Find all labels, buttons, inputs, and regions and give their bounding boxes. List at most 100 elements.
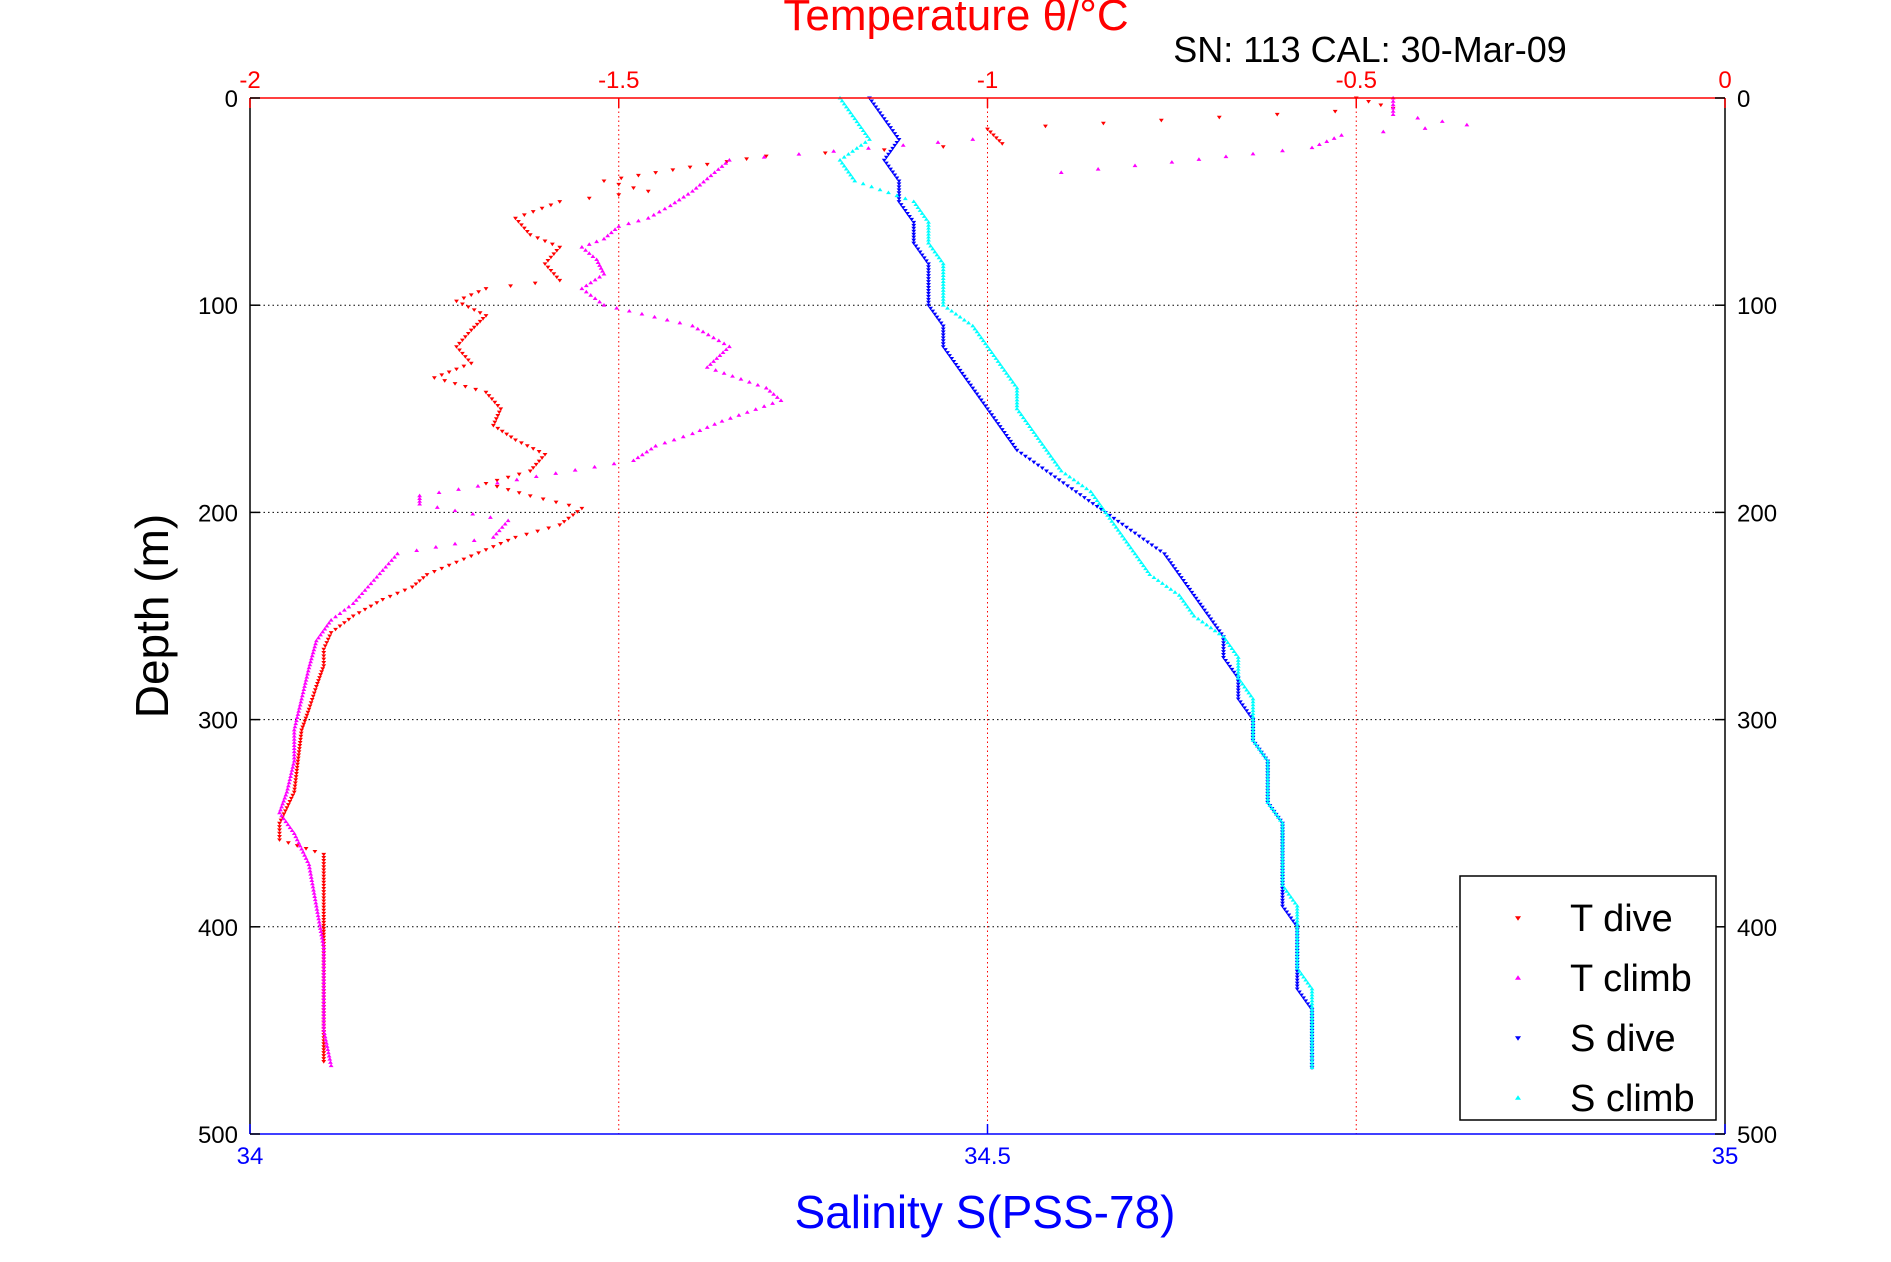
- data-point: [858, 125, 864, 130]
- data-point: [322, 1031, 327, 1036]
- data-point: [1235, 694, 1241, 699]
- data-point: [662, 206, 668, 211]
- data-point: [1151, 575, 1157, 579]
- data-point: [1280, 844, 1285, 849]
- data-point: [902, 196, 908, 201]
- data-point: [1294, 906, 1300, 911]
- data-point: [413, 582, 419, 587]
- data-point: [875, 108, 881, 112]
- data-point: [892, 143, 898, 148]
- data-point: [680, 434, 686, 439]
- data-point: [321, 970, 327, 975]
- data-point: [949, 357, 955, 361]
- data-point: [664, 317, 670, 322]
- data-point: [321, 977, 327, 981]
- data-point: [852, 178, 858, 183]
- data-point: [1294, 936, 1300, 941]
- data-point: [1286, 913, 1292, 918]
- data-point: [505, 538, 511, 543]
- data-point: [1227, 664, 1233, 669]
- data-point: [957, 368, 963, 373]
- data-point: [926, 294, 931, 299]
- data-point: [1309, 998, 1315, 1003]
- data-point: [494, 478, 500, 483]
- data-point: [926, 223, 931, 227]
- data-point: [371, 578, 377, 582]
- data-point: [292, 781, 298, 785]
- data-point: [862, 131, 868, 135]
- data-point: [989, 413, 995, 417]
- data-point: [1390, 109, 1396, 113]
- data-point: [715, 167, 721, 171]
- data-point: [896, 185, 902, 189]
- data-point: [492, 400, 498, 405]
- data-point: [297, 843, 303, 848]
- data-point: [1244, 687, 1250, 692]
- data-point: [321, 948, 327, 953]
- data-point: [287, 800, 293, 804]
- data-point: [1168, 587, 1174, 591]
- data-point: [1176, 593, 1182, 597]
- data-point: [519, 223, 524, 227]
- data-point: [867, 137, 872, 141]
- data-point: [312, 644, 318, 649]
- data-point: [319, 670, 325, 674]
- data-point: [1221, 641, 1226, 645]
- data-point: [1149, 543, 1155, 548]
- depth-tick-label-right: 500: [1737, 1122, 1777, 1149]
- data-point: [970, 386, 976, 391]
- data-point: [1138, 560, 1144, 565]
- data-point: [656, 209, 662, 214]
- data-point: [594, 239, 600, 244]
- data-point: [321, 855, 327, 860]
- data-point: [434, 505, 440, 509]
- data-point: [1280, 868, 1285, 872]
- data-point: [1296, 990, 1302, 995]
- data-point: [858, 143, 864, 147]
- data-point: [915, 247, 921, 252]
- data-point: [923, 217, 929, 221]
- data-point: [926, 288, 931, 293]
- data-point: [636, 173, 641, 178]
- data-point: [1294, 963, 1300, 967]
- data-point: [586, 251, 592, 255]
- data-point: [454, 367, 459, 372]
- data-point: [583, 248, 588, 252]
- data-point: [320, 629, 326, 634]
- data-point: [1221, 634, 1226, 639]
- data-point: [498, 407, 504, 411]
- data-point: [586, 242, 592, 246]
- data-point: [1309, 986, 1315, 991]
- data-point: [1189, 610, 1195, 615]
- data-point: [690, 431, 695, 436]
- data-point: [539, 456, 545, 460]
- data-point: [1301, 974, 1306, 979]
- data-point: [1027, 424, 1033, 428]
- data-point: [1235, 673, 1241, 677]
- data-point: [645, 216, 651, 220]
- data-point: [894, 193, 900, 198]
- data-point: [690, 323, 695, 328]
- data-point: [697, 182, 703, 187]
- data-point: [1250, 151, 1256, 156]
- data-point: [926, 291, 931, 296]
- data-point: [1056, 465, 1062, 470]
- data-point: [911, 223, 917, 228]
- data-point: [303, 847, 309, 851]
- data-point: [545, 265, 551, 270]
- data-point: [296, 750, 302, 754]
- series-t-dive: [277, 96, 1396, 1064]
- data-point: [1229, 646, 1235, 650]
- data-point: [291, 734, 297, 738]
- data-point: [294, 844, 300, 848]
- data-point: [1001, 431, 1007, 435]
- data-point: [322, 626, 328, 631]
- data-point: [968, 383, 974, 388]
- data-point: [926, 300, 931, 305]
- data-point: [321, 899, 327, 904]
- data-point: [1145, 540, 1151, 545]
- legend: T dive T climb S dive S climb: [1459, 875, 1717, 1121]
- data-point: [321, 920, 327, 925]
- data-point: [321, 880, 327, 885]
- data-point: [321, 868, 327, 872]
